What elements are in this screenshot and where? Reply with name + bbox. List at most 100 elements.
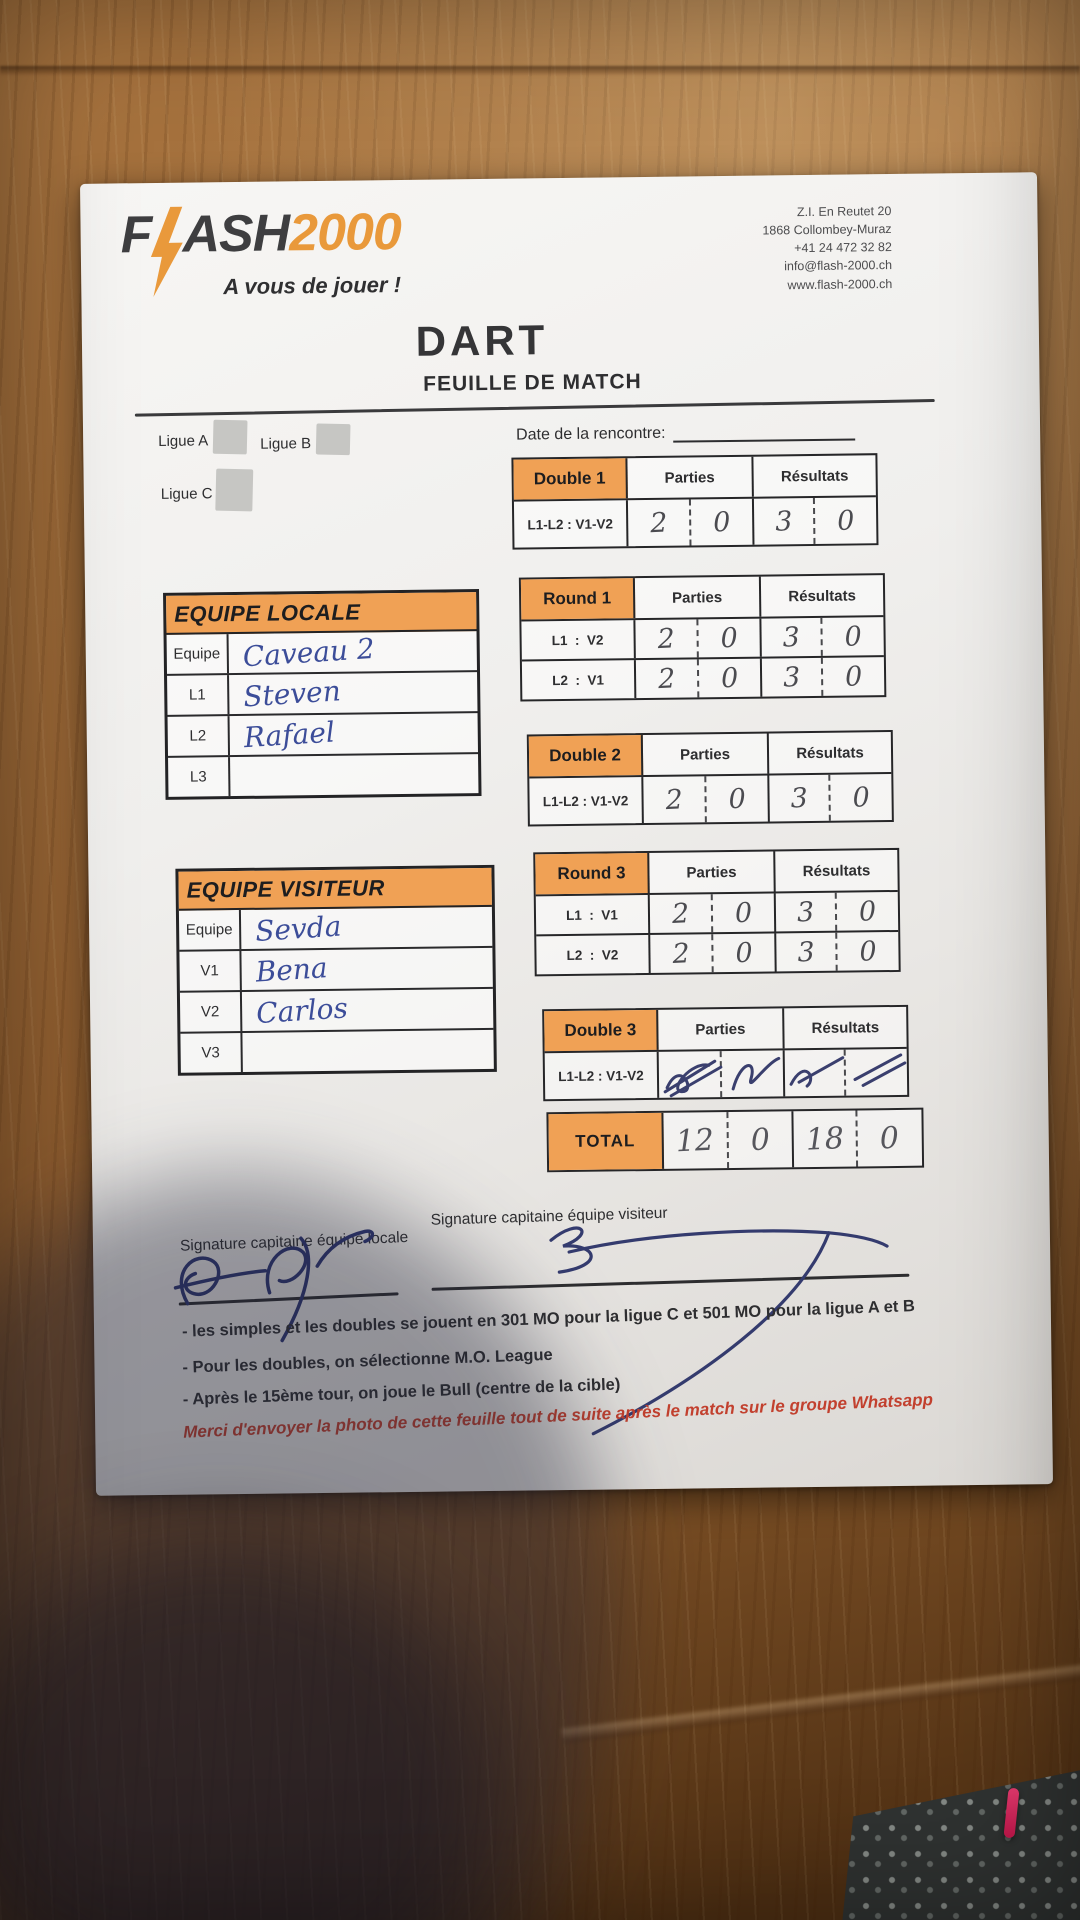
score-row: L1 : V2 2 0 3 0 xyxy=(521,615,884,660)
player-field[interactable]: Bena xyxy=(241,948,492,990)
team-name-field[interactable]: Sevda xyxy=(241,907,492,949)
row-label: V2 xyxy=(179,991,243,1032)
score-row: L1-L2 : V1-V2 2 0 3 0 xyxy=(529,772,892,825)
total-resultats-cell[interactable]: 0 xyxy=(857,1110,922,1167)
parties-cell[interactable]: 0 xyxy=(698,618,762,658)
total-resultats-cell[interactable]: 18 xyxy=(793,1110,859,1168)
handwritten-score: 0 xyxy=(844,660,863,693)
match-sheet-paper: F ASH 2000 A vous de jouer ! Z.I. En Reu… xyxy=(80,172,1053,1496)
team-row: V3 xyxy=(180,1027,494,1073)
handwritten-total: 0 xyxy=(749,1121,771,1158)
resultats-cell[interactable]: 0 xyxy=(837,892,898,931)
resultats-cell[interactable]: 0 xyxy=(822,617,883,656)
resultats-header: Résultats xyxy=(802,861,871,880)
address-block: Z.I. En Reutet 20 1868 Collombey-Muraz +… xyxy=(762,202,892,294)
resultats-cell[interactable]: 3 xyxy=(776,932,838,972)
handwritten-total: 18 xyxy=(804,1120,845,1158)
parties-cell[interactable]: 2 xyxy=(635,619,699,659)
handwritten-score: 0 xyxy=(851,781,871,814)
parties-header: Parties xyxy=(627,456,754,499)
resultats-header: Résultats xyxy=(788,586,856,605)
row-label: L2 xyxy=(167,716,231,756)
team-row: L3 xyxy=(168,752,479,797)
table-edge-highlight xyxy=(561,1651,1080,1743)
player-field[interactable]: Rafael xyxy=(230,713,478,755)
handwritten-score: 2 xyxy=(664,783,684,816)
resultats-cell[interactable]: 3 xyxy=(753,497,816,545)
resultats-cell[interactable]: 3 xyxy=(761,617,823,657)
logo-text-ash: ASH xyxy=(182,204,290,264)
handwritten-score: 0 xyxy=(712,506,732,538)
handwritten-total: 12 xyxy=(675,1122,716,1159)
player-field[interactable]: Steven xyxy=(229,672,477,714)
row-label: Equipe xyxy=(178,909,242,950)
parties-cell[interactable]: 0 xyxy=(713,933,777,973)
parties-header: Parties xyxy=(649,851,776,893)
pairing-label: L1-L2 : V1-V2 xyxy=(544,1051,660,1100)
date-input-line[interactable] xyxy=(673,420,856,443)
score-table-round-3: Round 3 Parties Résultats L1 : V1 2 0 3 … xyxy=(533,847,901,977)
team-row: V2 Carlos xyxy=(179,986,494,1032)
resultats-cell[interactable]: 0 xyxy=(830,774,892,821)
ligue-a-checkbox[interactable] xyxy=(212,419,248,455)
ligue-c-label: Ligue C xyxy=(160,485,213,503)
handwritten-score: 3 xyxy=(796,936,816,968)
signature-visitor-label: Signature capitaine équipe visiteur xyxy=(430,1204,668,1229)
address-line: 1868 Collombey-Muraz xyxy=(762,222,892,238)
player-field[interactable] xyxy=(242,1030,493,1072)
handwritten-score: 3 xyxy=(774,505,794,538)
handwritten-name: Carlos xyxy=(255,991,349,1031)
signature-visitor-line[interactable] xyxy=(431,1273,910,1291)
resultats-cell[interactable]: 3 xyxy=(775,892,838,932)
team-row: L1 Steven xyxy=(167,670,478,715)
handwritten-score: 3 xyxy=(782,661,801,694)
parties-cell[interactable] xyxy=(721,1050,786,1098)
parties-cell[interactable]: 0 xyxy=(706,775,770,823)
player-field[interactable]: Carlos xyxy=(242,989,493,1031)
pairing-label: L1 : V2 xyxy=(521,620,636,660)
parties-cell[interactable]: 2 xyxy=(650,934,714,973)
ligue-c-checkbox[interactable] xyxy=(215,468,254,512)
total-parties-cell[interactable]: 12 xyxy=(663,1112,730,1169)
parties-cell[interactable]: 2 xyxy=(635,659,700,699)
resultats-cell[interactable] xyxy=(784,1049,847,1097)
handwritten-name: Sevda xyxy=(254,909,343,949)
date-field: Date de la rencontre: xyxy=(516,420,856,444)
row-label: L1 xyxy=(167,675,230,715)
row-label: L3 xyxy=(168,757,231,797)
resultats-cell[interactable]: 0 xyxy=(837,932,898,971)
pairing-label: L1-L2 : V1-V2 xyxy=(529,777,644,825)
wood-plank-seam xyxy=(0,66,1080,76)
parties-cell[interactable]: 2 xyxy=(643,776,707,824)
parties-cell[interactable]: 2 xyxy=(649,894,714,933)
score-row: L1 : V1 2 0 3 0 xyxy=(535,889,899,935)
parties-cell[interactable] xyxy=(658,1051,723,1098)
team-row: V1 Bena xyxy=(179,945,493,991)
signature-local-line[interactable] xyxy=(178,1292,399,1306)
ligue-b-checkbox[interactable] xyxy=(315,423,351,456)
pairing-label: L1 : V1 xyxy=(535,894,651,935)
resultats-cell[interactable]: 0 xyxy=(823,657,884,696)
parties-cell[interactable]: 2 xyxy=(627,499,692,547)
team-row: Equipe Caveau 2 xyxy=(166,631,477,674)
parties-cell[interactable]: 0 xyxy=(690,498,755,546)
title-divider xyxy=(134,399,935,417)
resultats-cell[interactable]: 3 xyxy=(761,657,824,697)
handwritten-name: Caveau 2 xyxy=(241,631,376,674)
team-name-field[interactable]: Caveau 2 xyxy=(229,631,477,673)
team-row: Equipe Sevda xyxy=(178,907,492,950)
table-title: Double 1 xyxy=(513,458,628,500)
total-table: TOTAL 12 0 18 0 xyxy=(546,1107,925,1173)
pairing-label: L1-L2 : V1-V2 xyxy=(513,500,629,548)
ligue-a-label: Ligue A xyxy=(158,432,209,450)
total-parties-cell[interactable]: 0 xyxy=(728,1111,795,1169)
player-field[interactable] xyxy=(230,754,478,796)
parties-cell[interactable]: 0 xyxy=(712,893,777,933)
team-visitor-header: EQUIPE VISITEUR xyxy=(178,867,492,911)
resultats-cell[interactable]: 0 xyxy=(815,497,877,544)
resultats-cell[interactable]: 3 xyxy=(769,774,831,822)
footnote-3: - Après le 15ème tour, on joue le Bull (… xyxy=(182,1375,621,1409)
parties-cell[interactable]: 0 xyxy=(698,658,763,698)
resultats-cell[interactable] xyxy=(846,1049,908,1096)
